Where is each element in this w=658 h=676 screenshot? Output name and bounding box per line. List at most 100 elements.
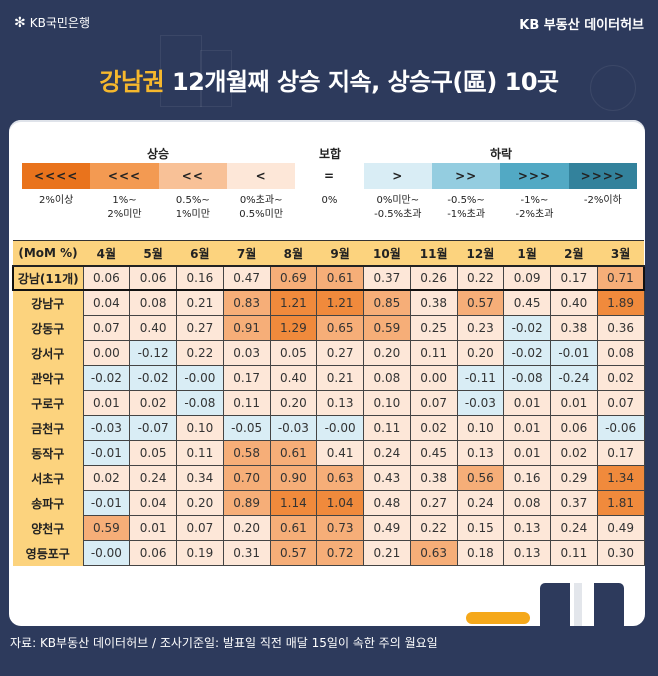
legend-swatch: > (363, 163, 432, 189)
data-cell: 0.38 (550, 315, 598, 341)
legend-group-down: 하락 (489, 147, 513, 161)
legend-range: -1%~ -2%초과 (515, 195, 554, 220)
magnifier-decoration (590, 65, 636, 111)
data-cell: 0.15 (456, 515, 505, 541)
data-cell: 0.63 (409, 540, 458, 566)
data-cell: 0.02 (129, 390, 177, 416)
column-header: 3월 (597, 240, 644, 267)
data-cell: 1.14 (269, 490, 318, 516)
column-header: 4월 (83, 240, 130, 267)
legend-swatch: >>>> (568, 163, 637, 189)
legend-swatch: = (295, 163, 364, 189)
data-cell: 0.22 (456, 265, 505, 291)
data-cell: 0.59 (363, 315, 411, 341)
data-cell: 0.01 (503, 440, 551, 466)
row-header: 서초구 (13, 465, 83, 491)
data-cell: 0.02 (596, 365, 645, 391)
title-highlight: 강남권 (99, 68, 165, 96)
data-cell: 0.08 (129, 289, 177, 316)
data-cell: 0.63 (316, 465, 364, 491)
data-cell: 0.02 (82, 465, 131, 491)
data-cell: -0.01 (82, 440, 131, 466)
row-header: 관악구 (13, 365, 83, 391)
data-cell: 0.01 (503, 415, 551, 441)
data-cell: 0.17 (222, 365, 271, 391)
data-cell: -0.12 (129, 340, 177, 366)
data-cell: 0.11 (222, 390, 271, 416)
data-cell: -0.03 (456, 390, 505, 416)
data-cell: 0.20 (222, 515, 271, 541)
data-cell: -0.24 (550, 365, 598, 391)
data-cell: 0.20 (456, 340, 505, 366)
data-cell: -0.01 (550, 340, 598, 366)
title-rest: 12개월째 상승 지속, 상승구(區) 10곳 (164, 68, 559, 96)
row-header: 강남(11개) (12, 265, 83, 291)
table-header-row: (MoM %) 4월 5월 6월 7월 8월 9월 10월 11월 12월 1월 2월 3월 (13, 240, 644, 267)
data-cell: 0.83 (222, 289, 271, 316)
column-header: 8월 (270, 240, 317, 267)
data-cell: 0.57 (456, 289, 505, 316)
legend-group-flat: 보합 (318, 147, 342, 161)
data-cell: -0.06 (596, 415, 645, 441)
data-cell: 0.57 (269, 540, 318, 566)
data-cell: 0.37 (550, 490, 598, 516)
legend-group-up: 상승 (146, 147, 170, 161)
data-cell: 0.11 (176, 440, 224, 466)
data-cell: 1.21 (269, 289, 318, 316)
data-cell: 0.16 (176, 265, 224, 291)
data-cell: 0.40 (269, 365, 318, 391)
table-row: 강동구 0.07 0.40 0.27 0.91 1.29 0.65 0.59 0.25 0.23-… (13, 315, 645, 341)
row-header: 동작구 (13, 440, 83, 466)
data-cell: 0.03 (222, 340, 271, 366)
data-cell: 0.43 (363, 465, 411, 491)
data-cell: 0.89 (222, 490, 271, 516)
legend-range: 0%미만~ -0.5%초과 (374, 195, 422, 220)
data-cell: 0.18 (456, 540, 505, 566)
book-decoration (540, 583, 570, 626)
legend-range: 0%초과~ 0.5%미만 (239, 195, 284, 220)
data-cell: 0.10 (176, 415, 224, 441)
data-cell: 0.21 (363, 540, 411, 566)
data-cell: 0.07 (409, 390, 458, 416)
row-header: 영등포구 (13, 540, 83, 566)
legend-swatch: << (158, 163, 227, 189)
table-row: 양천구 0.59 0.01 0.07 0.20 0.61 0.73 0.49 0.22 0.15 0… (13, 515, 645, 541)
data-cell: 0.17 (596, 440, 645, 466)
data-cell: 0.30 (596, 540, 645, 566)
legend-group-labels: 상승 보합 하락 (0, 145, 658, 163)
legend-range: 0.5%~ 1%미만 (175, 195, 210, 220)
data-cell: -0.00 (176, 365, 224, 391)
data-cell: 0.61 (316, 265, 364, 291)
data-cell: 0.20 (176, 490, 224, 516)
data-cell: 0.01 (82, 390, 131, 416)
row-header: 강동구 (13, 315, 83, 341)
legend-swatch: >> (431, 163, 501, 189)
data-cell: 0.24 (456, 490, 505, 516)
table-row: 서초구 0.02 0.24 0.34 0.70 0.90 0.63 0.43 0.38 0.56 0… (13, 465, 645, 491)
data-cell: 0.13 (503, 515, 551, 541)
column-header: 11월 (410, 240, 457, 267)
column-header: 5월 (129, 240, 177, 267)
data-cell: -0.07 (129, 415, 177, 441)
data-cell: 0.26 (409, 265, 458, 291)
aggregate-row: 강남(11개) 0.06 0.06 0.16 0.47 0.69 0.61 0.37 0.26 0… (12, 265, 645, 291)
data-cell: 1.04 (316, 490, 364, 516)
row-header: 금천구 (13, 415, 83, 441)
data-cell: 0.36 (596, 315, 645, 341)
data-cell: 0.45 (409, 440, 458, 466)
data-cell: 0.71 (596, 265, 645, 291)
legend-range: 0% (321, 195, 338, 206)
table-row: 동작구 -0.01 0.05 0.11 0.58 0.61 0.41 0.24 0.45 0.13… (13, 440, 645, 466)
table-row: 영등포구 -0.00 0.06 0.19 0.31 0.57 0.72 0.21 0.63 0.1… (13, 540, 645, 566)
data-cell: 0.37 (363, 265, 411, 291)
data-cell: -0.00 (82, 540, 131, 566)
mom-table: (MoM %) 4월 5월 6월 7월 8월 9월 10월 11월 12월 1월 2월 3월 강남(1… (12, 240, 645, 566)
legend-ranges: 2%이상 1%~ 2%미만 0.5%~ 1%미만 0%초과~ 0.5%미만 0% 0%미만… (22, 194, 637, 222)
data-cell: 0.41 (316, 440, 364, 466)
data-cell: 0.31 (222, 540, 271, 566)
unit-label: (MoM %) (13, 240, 83, 267)
data-cell: 0.10 (456, 415, 505, 441)
data-cell: 0.11 (409, 340, 458, 366)
data-cell: 0.07 (176, 515, 224, 541)
book-decoration (574, 583, 582, 626)
